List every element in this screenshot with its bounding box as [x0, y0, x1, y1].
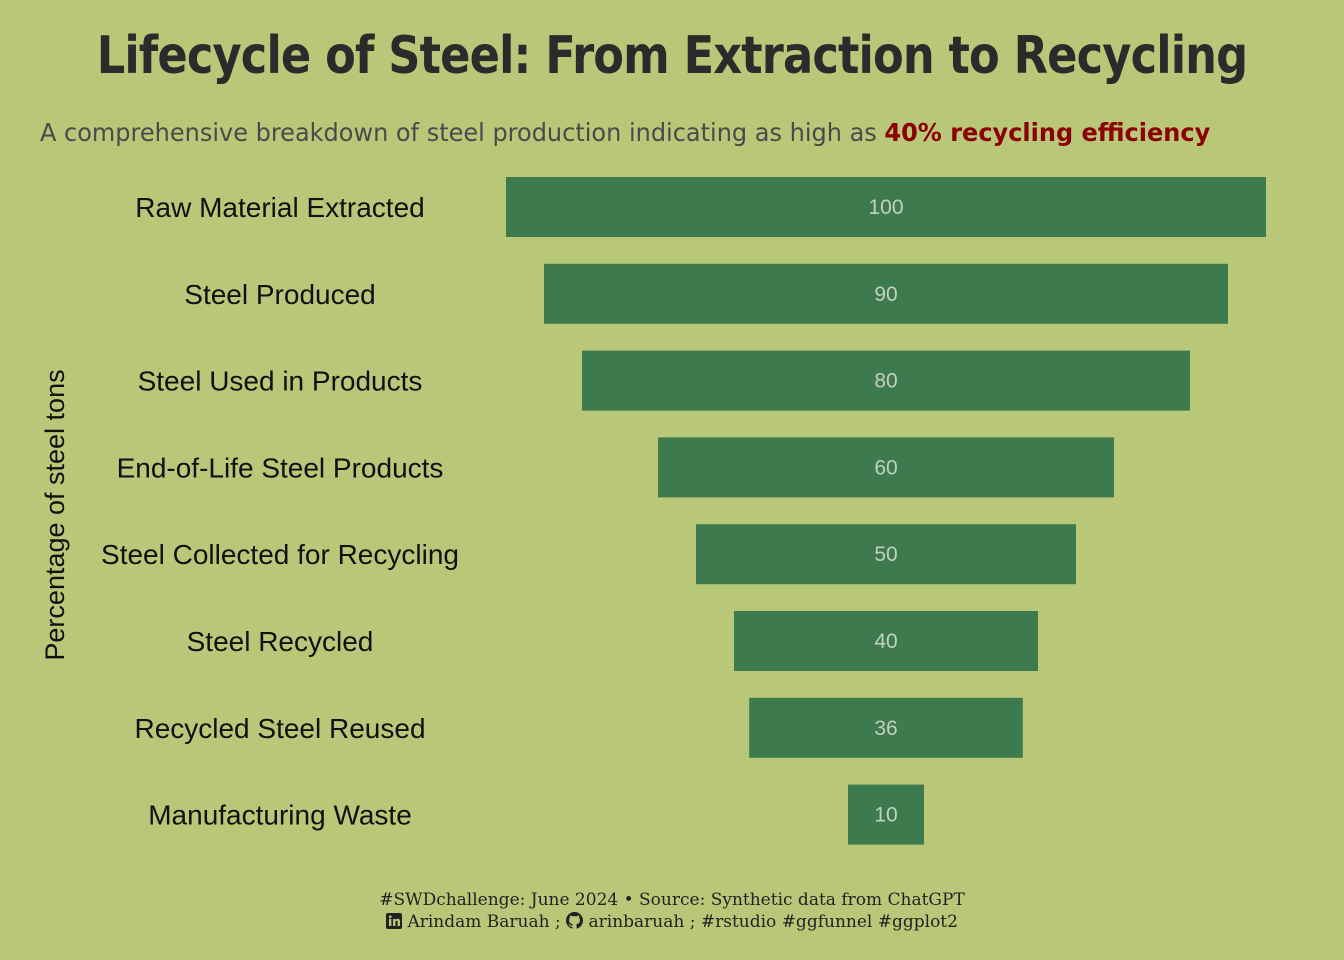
bar-steel-recycled: [734, 611, 1038, 671]
value-label-steel-collected-for-recycling: 50: [874, 543, 897, 566]
bars-group: [506, 177, 1266, 845]
caption: #SWDchallenge: June 2024 • Source: Synth…: [0, 889, 1344, 933]
linkedin-icon: [386, 913, 403, 929]
value-label-steel-used-in-products: 80: [874, 370, 897, 393]
value-labels-group: 100 90 80 60 50 40 36 10: [868, 196, 903, 827]
category-label-manufacturing-waste: Manufacturing Waste: [148, 800, 412, 831]
value-label-steel-produced: 90: [874, 283, 897, 306]
bar-steel-collected-for-recycling: [696, 524, 1076, 585]
value-label-raw-material-extracted: 100: [868, 196, 903, 219]
caption-line-1: #SWDchallenge: June 2024 • Source: Synth…: [379, 890, 965, 910]
bar-steel-used-in-products: [582, 350, 1190, 411]
subtitle-highlight: 40% recycling efficiency: [884, 118, 1211, 147]
caption-github: arinbaruah ; #rstudio #ggfunnel #ggplot2: [588, 912, 958, 932]
bar-raw-material-extracted: [506, 177, 1266, 237]
category-label-steel-collected-for-recycling: Steel Collected for Recycling: [101, 539, 459, 570]
value-label-recycled-steel-reused: 36: [874, 717, 897, 740]
chart-subtitle: A comprehensive breakdown of steel produ…: [40, 118, 1210, 147]
category-label-recycled-steel-reused: Recycled Steel Reused: [134, 713, 425, 744]
value-label-steel-recycled: 40: [874, 630, 897, 653]
value-label-manufacturing-waste: 10: [874, 804, 897, 827]
category-label-steel-produced: Steel Produced: [184, 279, 375, 310]
caption-line-2: Arindam Baruah ; arinbaruah ; #rstudio #…: [0, 911, 1344, 933]
category-label-raw-material-extracted: Raw Material Extracted: [135, 192, 424, 223]
bar-end-of-life-steel-products: [658, 437, 1114, 498]
value-label-end-of-life-steel-products: 60: [874, 456, 897, 479]
category-labels-group: Raw Material Extracted Steel Produced Stee…: [101, 192, 459, 831]
funnel-chart: Percentage of steel tons Raw Material Ex…: [40, 177, 1266, 845]
category-label-steel-used-in-products: Steel Used in Products: [138, 366, 423, 397]
chart-title: Lifecycle of Steel: From Extraction to R…: [96, 26, 1248, 86]
github-icon: [566, 912, 584, 929]
category-label-steel-recycled: Steel Recycled: [187, 626, 374, 657]
y-axis-label: Percentage of steel tons: [40, 369, 70, 660]
category-label-end-of-life-steel-products: End-of-Life Steel Products: [117, 452, 444, 483]
caption-author: Arindam Baruah ;: [407, 912, 561, 932]
bar-steel-produced: [544, 263, 1228, 324]
subtitle-text: A comprehensive breakdown of steel produ…: [40, 118, 885, 147]
bar-manufacturing-waste: [848, 784, 924, 845]
bar-recycled-steel-reused: [749, 697, 1023, 758]
